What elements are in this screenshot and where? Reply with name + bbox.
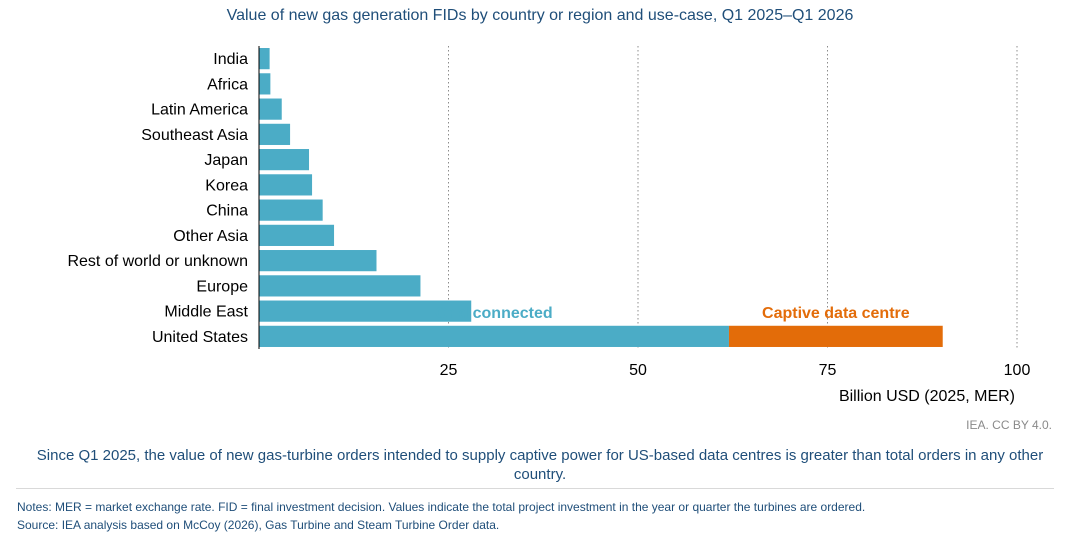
y-category-label: Japan — [204, 152, 248, 169]
source-line: Source: IEA analysis based on McCoy (202… — [17, 518, 500, 532]
y-category-label: Europe — [196, 278, 248, 295]
y-category-label: Latin America — [151, 102, 248, 119]
notes: Notes: MER = market exchange rate. FID =… — [17, 498, 865, 534]
bar-grid-connected — [259, 199, 323, 221]
bar-grid-connected — [259, 275, 421, 297]
bar-grid-connected — [259, 174, 313, 196]
notes-line: Notes: MER = market exchange rate. FID =… — [17, 500, 866, 514]
bar-grid-connected — [259, 325, 729, 347]
bar-grid-connected — [259, 73, 271, 95]
bar-grid-connected — [259, 48, 270, 70]
y-category-label: Southeast Asia — [141, 127, 248, 144]
series-label: Captive data centre — [762, 305, 910, 322]
x-axis-title: Billion USD (2025, MER) — [839, 388, 1015, 405]
credit-text: IEA. CC BY 4.0. — [966, 418, 1052, 432]
y-category-label: Middle East — [164, 304, 248, 321]
series-label: Grid connected — [435, 305, 552, 322]
bar-grid-connected — [259, 224, 335, 246]
y-category-label: India — [213, 51, 248, 68]
y-category-label: Other Asia — [173, 228, 248, 245]
bar-grid-connected — [259, 149, 310, 171]
x-tick-label: 100 — [1004, 362, 1031, 379]
bar-captive-data-centre — [728, 325, 943, 347]
x-tick-label: 75 — [819, 362, 837, 379]
bar-grid-connected — [259, 250, 377, 272]
bar-chart: 25 50 75 100 India Africa Latin America Southea… — [67, 46, 1031, 405]
y-category-label: Africa — [207, 76, 248, 93]
bar-grid-connected — [259, 123, 291, 145]
y-category-label: United States — [152, 329, 248, 346]
chart-title: Value of new gas generation FIDs by coun… — [226, 7, 854, 24]
y-category-label: Rest of world or unknown — [67, 253, 248, 270]
y-category-label: China — [206, 203, 248, 220]
bar-grid-connected — [259, 300, 472, 322]
chart-caption: Since Q1 2025, the value of new gas-turb… — [36, 447, 1044, 483]
x-tick-label: 25 — [440, 362, 458, 379]
bar-grid-connected — [259, 98, 282, 120]
x-tick-label: 50 — [629, 362, 647, 379]
divider — [16, 488, 1054, 489]
y-category-label: Korea — [205, 177, 248, 194]
